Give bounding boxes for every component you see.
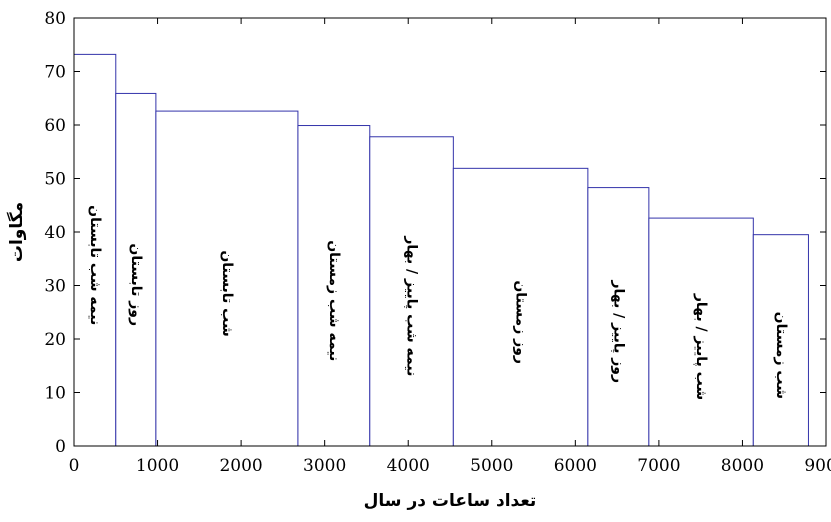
bar-label-5: نیمه شب پاییز / بهار	[404, 235, 420, 376]
y-tick-label: 20	[44, 330, 66, 350]
y-axis-title: مگاوات	[6, 202, 27, 262]
y-tick-label: 80	[44, 9, 66, 29]
x-axis-title: تعداد ساعات در سال	[364, 491, 537, 511]
x-tick-label: 1000	[136, 456, 179, 476]
bar-label-6: روز زمستان	[513, 280, 529, 364]
bar-8	[648, 217, 754, 447]
y-tick-label: 40	[44, 223, 66, 243]
bars-group: نیمه شب تابستان روز تابستان شب تابستان نیمه…	[73, 53, 809, 447]
bar-label-4: نیمه شب زمستان	[326, 240, 342, 361]
y-axis-ticks: 0 10 20 30 40 50 60 70 80	[44, 9, 826, 457]
y-tick-label: 50	[44, 170, 66, 190]
bar-1	[73, 53, 117, 447]
x-tick-label: 4000	[387, 456, 430, 476]
y-tick-label: 10	[44, 384, 66, 404]
bar-label-9: شب زمستان	[773, 312, 789, 399]
x-tick-label: 6000	[554, 456, 597, 476]
bar-5	[369, 136, 454, 447]
y-tick-label: 0	[55, 437, 66, 457]
y-tick-label: 60	[44, 116, 66, 136]
y-tick-label: 70	[44, 63, 66, 83]
bar-label-7: روز پاییز / بهار	[610, 280, 626, 384]
bar-6	[452, 167, 589, 447]
x-tick-label: 9000	[804, 456, 831, 476]
x-tick-label: 0	[69, 456, 80, 476]
bar-label-1: نیمه شب تابستان	[87, 205, 103, 325]
x-tick-label: 8000	[721, 456, 764, 476]
y-tick-label: 30	[44, 277, 66, 297]
bar-label-3: شب تابستان	[219, 250, 235, 336]
x-axis-ticks: 0 1000 2000 3000 4000 5000 6000 7000 8000 9000	[69, 18, 831, 476]
x-tick-label: 2000	[219, 456, 262, 476]
bar-label-2: روز تابستان	[128, 243, 144, 326]
bar-2	[115, 92, 157, 447]
bar-label-8: شب پاییز / بهار	[693, 293, 709, 400]
x-tick-label: 5000	[470, 456, 513, 476]
bar-4	[297, 125, 371, 447]
x-tick-label: 3000	[303, 456, 346, 476]
x-tick-label: 7000	[637, 456, 680, 476]
bar-3	[155, 110, 299, 447]
